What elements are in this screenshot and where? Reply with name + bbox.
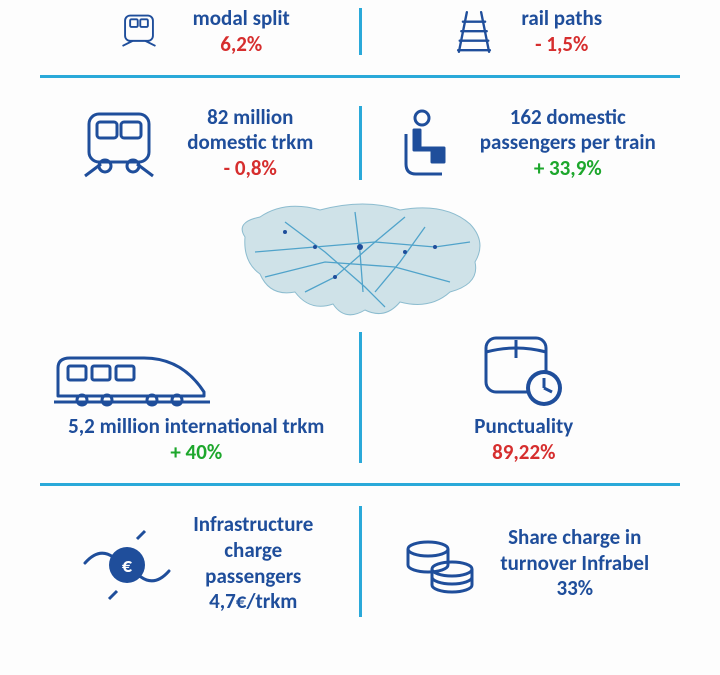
intl-trkm-pct: + 40% <box>44 440 349 466</box>
cell-intl-trkm: 5,2 million international trkm + 40% <box>40 344 353 471</box>
divider-v <box>359 106 362 180</box>
infra-l1: Infrastructure <box>193 512 313 538</box>
infra-l4: 4,7€/trkm <box>193 589 313 615</box>
svg-text:€: € <box>122 554 133 578</box>
coins-stack-icon <box>398 523 482 605</box>
divider-h <box>40 75 680 78</box>
cell-infra-charge: € Infrastructure charge passengers 4,7€/… <box>40 498 353 624</box>
passenger-seat-icon <box>392 104 462 182</box>
divider-v <box>359 332 362 463</box>
cell-passengers-per-train: 162 domestic passengers per train + 33,9… <box>368 98 681 188</box>
cell-share-charge: Share charge in turnover Infrabel 33% <box>368 498 681 624</box>
cell-modal-split: modal split 6,2% <box>40 0 353 63</box>
domestic-trkm-text: 82 million domestic trkm - 0,8% <box>187 105 313 182</box>
modal-split-label: modal split <box>193 6 290 32</box>
ppt-pct: + 33,9% <box>480 156 656 182</box>
intl-trkm-label: 5,2 million international trkm <box>44 414 349 440</box>
punctuality-text: Punctuality 89,22% <box>474 414 573 465</box>
share-l1: Share charge in <box>500 525 649 551</box>
rail-paths-text: rail paths - 1,5% <box>521 6 602 57</box>
ppt-l2: passengers per train <box>480 130 656 156</box>
train-side-icon <box>79 104 169 182</box>
package-clock-icon <box>478 330 570 412</box>
infra-charge-text: Infrastructure charge passengers 4,7€/tr… <box>193 512 313 614</box>
map-belgium <box>40 188 680 324</box>
rail-paths-pct: - 1,5% <box>521 32 602 58</box>
infra-l3: passengers <box>193 564 313 590</box>
cell-punctuality: Punctuality 89,22% <box>368 324 681 471</box>
highspeed-train-icon <box>52 350 212 412</box>
punctuality-label: Punctuality <box>474 414 573 440</box>
intl-trkm-text: 5,2 million international trkm + 40% <box>44 414 349 465</box>
euro-hands-icon: € <box>79 523 175 605</box>
rail-track-icon <box>445 9 503 55</box>
train-front-icon <box>103 13 175 51</box>
punctuality-pct: 89,22% <box>474 440 573 466</box>
ppt-text: 162 domestic passengers per train + 33,9… <box>480 105 656 182</box>
ppt-l1: 162 domestic <box>480 105 656 131</box>
domestic-trkm-l1: 82 million <box>187 105 313 131</box>
row-domestic: 82 million domestic trkm - 0,8% 162 dome… <box>40 98 680 188</box>
row-modal-rail: modal split 6,2% rail paths - 1,5% <box>40 0 680 63</box>
row-charges: € Infrastructure charge passengers 4,7€/… <box>40 498 680 624</box>
rail-paths-label: rail paths <box>521 6 602 32</box>
modal-split-pct: 6,2% <box>193 32 290 58</box>
share-charge-text: Share charge in turnover Infrabel 33% <box>500 525 649 602</box>
cell-domestic-trkm: 82 million domestic trkm - 0,8% <box>40 98 353 188</box>
share-l2: turnover Infrabel <box>500 551 649 577</box>
divider-h <box>40 483 680 486</box>
domestic-trkm-l2: domestic trkm <box>187 130 313 156</box>
domestic-trkm-pct: - 0,8% <box>187 156 313 182</box>
infra-l2: charge <box>193 538 313 564</box>
share-l3: 33% <box>500 576 649 602</box>
divider-v <box>359 8 362 55</box>
divider-v <box>359 506 362 616</box>
row-intl-punct: 5,2 million international trkm + 40% <box>40 324 680 471</box>
modal-split-text: modal split 6,2% <box>193 6 290 57</box>
cell-rail-paths: rail paths - 1,5% <box>368 0 681 63</box>
